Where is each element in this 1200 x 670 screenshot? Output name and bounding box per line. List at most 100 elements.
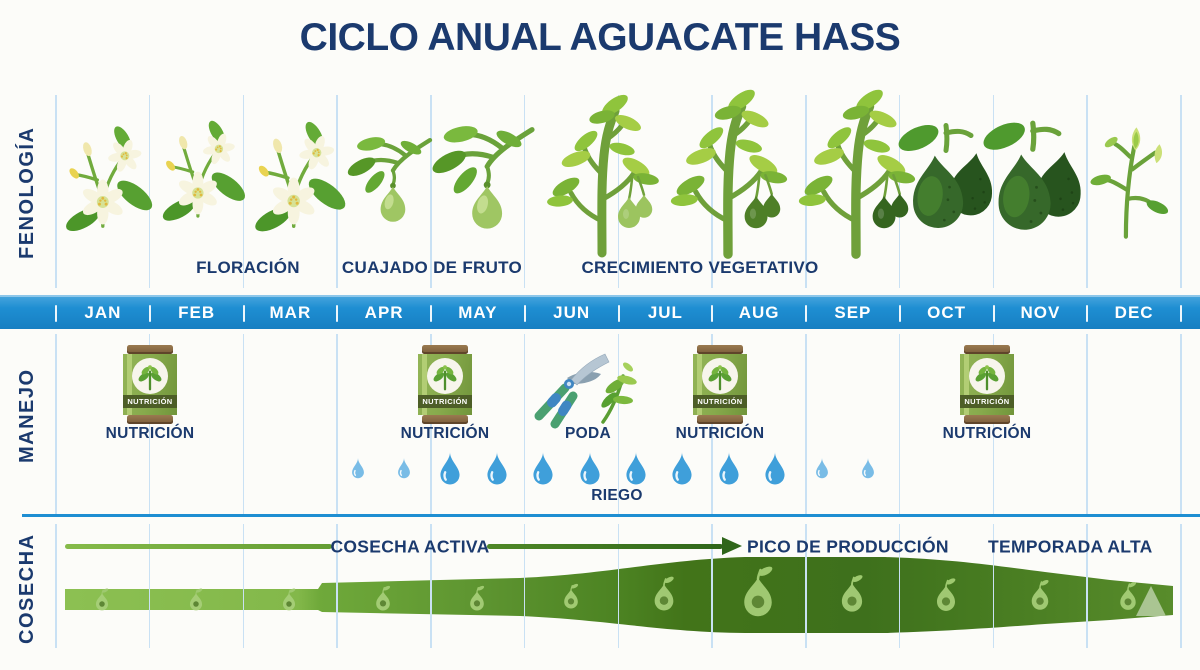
harvest-arrow-segment-light	[65, 544, 332, 549]
page-title: CICLO ANUAL AGUACATE HASS	[299, 16, 901, 59]
bag-body: NUTRICIÓN	[418, 354, 472, 415]
month-separator	[430, 304, 432, 322]
water-drop-icon	[397, 457, 411, 479]
gridline	[523, 334, 526, 514]
month-separator	[148, 304, 151, 322]
month-aug: AUG	[738, 303, 780, 322]
mature-avocados-icon	[980, 117, 1087, 231]
gridline	[617, 334, 619, 514]
bag-top	[422, 345, 468, 354]
gridline	[523, 95, 526, 288]
cosecha-activa-label: COSECHA ACTIVA	[330, 536, 490, 557]
water-drop-icon	[579, 451, 601, 485]
harvest-arrow-head-icon	[722, 537, 742, 555]
avocado-blossom-icon	[252, 119, 351, 236]
month-mar: MAR	[269, 303, 312, 322]
section-divider	[22, 514, 1200, 517]
plant-icon	[427, 358, 463, 394]
bag-body: NUTRICIÓN	[123, 354, 177, 415]
month-separator	[711, 304, 714, 322]
pruning-shears-icon	[534, 353, 637, 429]
bag-bottom	[697, 415, 743, 424]
gridline	[242, 524, 244, 648]
shears-grip-bands	[547, 393, 572, 416]
gridline	[1086, 334, 1088, 514]
month-may: MAY	[458, 303, 498, 322]
month-separator	[1086, 304, 1089, 322]
water-drop-icon	[351, 457, 365, 479]
gridline	[430, 95, 432, 288]
gridline	[805, 334, 807, 514]
gridline	[148, 524, 151, 648]
water-drop-icon	[439, 451, 461, 485]
month-sep: SEP	[834, 303, 872, 322]
gridline	[1180, 524, 1182, 648]
nutricion-label: NUTRICIÓN	[675, 425, 765, 442]
water-drop-icon	[532, 451, 554, 485]
water-drop-icon	[861, 457, 875, 479]
gridline	[992, 524, 994, 648]
bag-bottom	[964, 415, 1010, 424]
bag-top	[697, 345, 743, 354]
month-dec: DEC	[1114, 303, 1154, 322]
month-separator	[523, 304, 526, 322]
month-apr: APR	[364, 303, 404, 322]
fruit-set-branch-icon	[429, 123, 532, 228]
month-nov: NOV	[1020, 303, 1061, 322]
fertilizer-bag-icon: NUTRICIÓN	[692, 345, 748, 424]
phase-label-cuajado-de-fruto: CUAJADO DE FRUTO	[341, 258, 523, 277]
gridline	[992, 95, 994, 288]
gridline	[148, 334, 151, 514]
row-label-manejo: MANEJO	[16, 368, 38, 464]
bag-body: NUTRICIÓN	[693, 354, 747, 415]
bag-body: NUTRICIÓN	[960, 354, 1014, 415]
bag-label-band: NUTRICIÓN	[123, 395, 177, 408]
phase-label-floraci-n: FLORACIÓN	[196, 258, 300, 277]
gridline	[430, 334, 432, 514]
gridline	[711, 524, 713, 648]
gridline	[523, 524, 526, 648]
pruned-branch	[601, 362, 637, 424]
gridline	[336, 334, 338, 514]
harvest-band-ribbon	[65, 557, 1173, 633]
month-separator	[1180, 304, 1182, 322]
harvest-band	[65, 557, 1173, 633]
vegetative-tree-icon	[670, 86, 788, 254]
month-jan: JAN	[84, 303, 122, 322]
fertilizer-bag-icon: NUTRICIÓN	[959, 345, 1015, 424]
month-separator	[242, 304, 245, 322]
month-separator	[336, 304, 339, 322]
month-bar: JAN FEB MAR APR MAY JUN JUL AUG SEP OCT NOV DEC	[0, 295, 1200, 329]
shears-upper-blade	[570, 353, 610, 386]
nutricion-label: NUTRICIÓN	[942, 425, 1032, 442]
water-drop-icon	[815, 457, 829, 479]
month-feb: FEB	[178, 303, 216, 322]
gridline	[55, 524, 57, 648]
bag-label-band: NUTRICIÓN	[960, 395, 1014, 408]
month-jun: JUN	[553, 303, 591, 322]
month-separator	[55, 304, 57, 322]
gridline	[1180, 95, 1182, 288]
fruit-set-branch-icon	[345, 135, 430, 222]
vegetative-tree-icon	[798, 86, 916, 254]
bag-bottom	[127, 415, 173, 424]
bag-top	[964, 345, 1010, 354]
gridline	[242, 334, 244, 514]
poda-label: PODA	[565, 425, 611, 442]
water-drop-icon	[718, 451, 740, 485]
fertilizer-bag-icon: NUTRICIÓN	[417, 345, 473, 424]
water-drop-icon	[486, 451, 508, 485]
gridline	[805, 524, 807, 648]
month-separator	[992, 304, 995, 322]
gridline	[55, 334, 57, 514]
month-separator	[898, 304, 901, 322]
gridline	[336, 524, 338, 648]
gridline	[898, 334, 901, 514]
fertilizer-bag-icon: NUTRICIÓN	[122, 345, 178, 424]
plant-icon	[702, 358, 738, 394]
gridline	[992, 334, 994, 514]
bag-label-band: NUTRICIÓN	[693, 395, 747, 408]
harvest-arrow-segment-dark	[487, 544, 723, 549]
gridline	[617, 524, 619, 648]
